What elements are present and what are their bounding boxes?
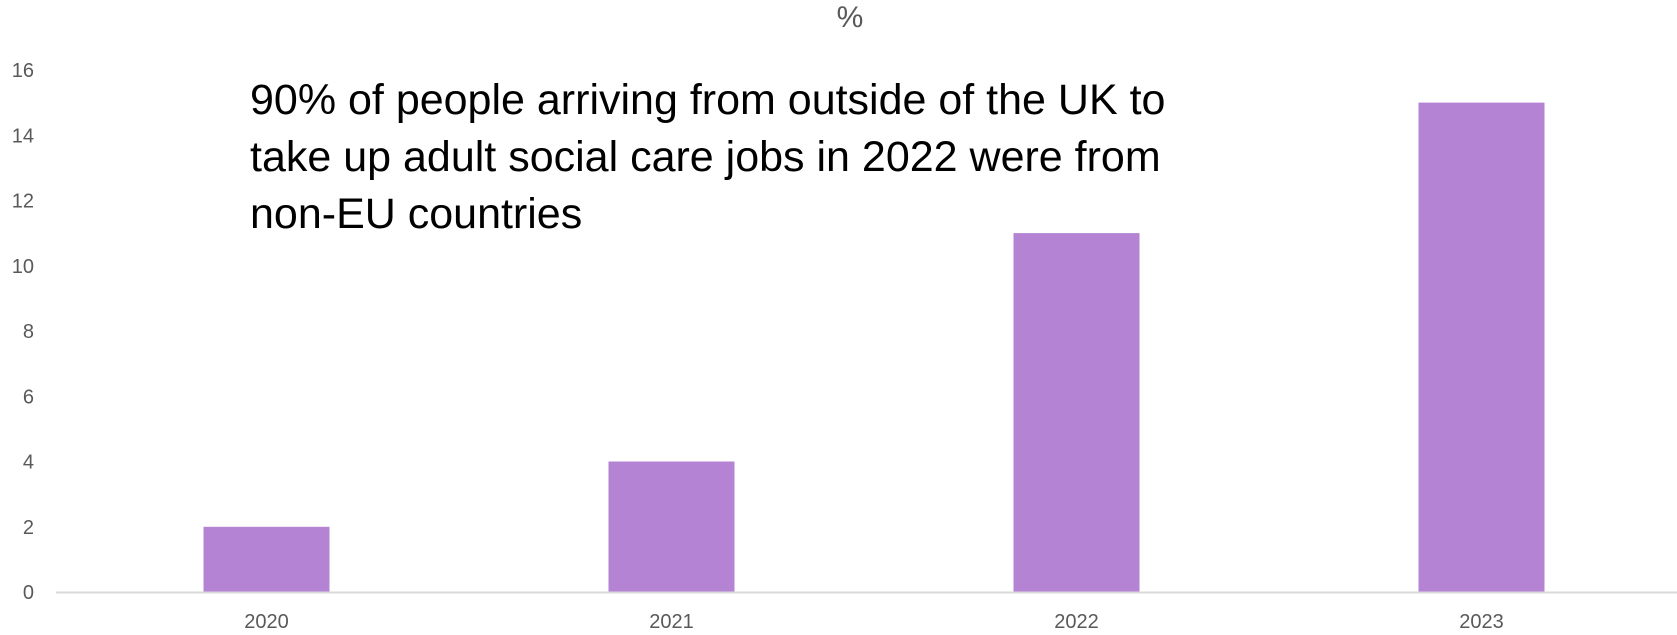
chart-annotation: 90% of people arriving from outside of t… xyxy=(250,76,1166,238)
x-tick-label: 2022 xyxy=(1054,611,1099,633)
y-tick-label: 14 xyxy=(12,125,34,147)
bar-2021 xyxy=(608,461,735,592)
bar-2022 xyxy=(1013,233,1140,592)
y-tick-labels: 0 2 4 6 8 10 12 14 16 xyxy=(12,60,34,604)
y-tick-label: 16 xyxy=(12,60,34,82)
y-tick-label: 2 xyxy=(23,517,34,539)
chart-title: % xyxy=(836,1,864,34)
y-tick-label: 12 xyxy=(12,191,34,213)
x-tick-labels: 2020 2021 2022 2023 xyxy=(244,611,1504,633)
x-tick-label: 2023 xyxy=(1459,611,1504,633)
x-tick-label: 2021 xyxy=(649,611,694,633)
y-tick-label: 6 xyxy=(23,386,34,408)
y-tick-label: 0 xyxy=(23,582,34,604)
bars-group xyxy=(203,102,1545,593)
y-tick-label: 4 xyxy=(23,452,34,474)
bar-2020 xyxy=(203,526,330,593)
y-tick-label: 8 xyxy=(23,321,34,343)
x-tick-label: 2020 xyxy=(244,611,289,633)
y-tick-label: 10 xyxy=(12,256,34,278)
bar-2023 xyxy=(1418,102,1545,592)
